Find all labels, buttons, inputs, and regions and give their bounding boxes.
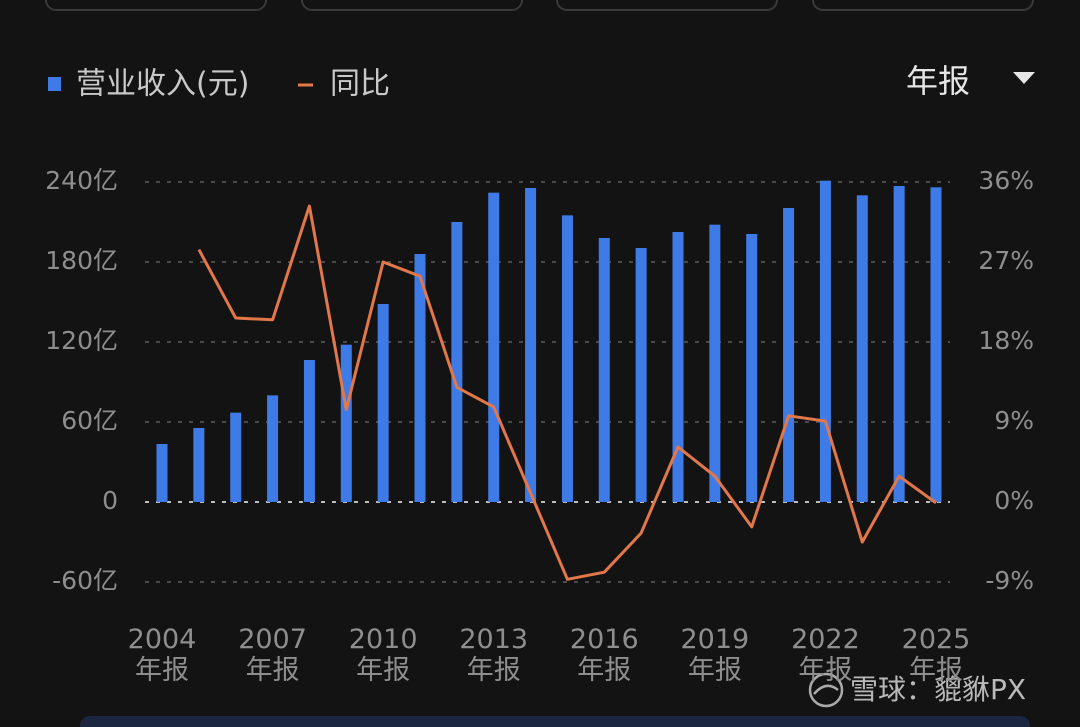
y-tick-label: 240亿 [45,166,118,195]
y-tick-label: -60亿 [52,566,118,595]
y-tick-label: 180亿 [45,246,118,275]
bar [193,428,205,502]
bar [451,222,463,502]
legend-label: 同比 [330,67,390,102]
top-tabs [45,0,1034,11]
bar [746,234,758,502]
x-tick-label: 2022 年报 [791,624,860,686]
x-tick-label: 2010 年报 [348,624,418,686]
bar [414,254,426,502]
bar [672,232,684,502]
y2-tick-label: 36% [978,166,1034,195]
watermark: 雪球：貔貅PX [850,673,1026,706]
tab[interactable] [556,0,778,11]
bar [561,215,573,503]
x-tick-label: 2013 年报 [459,624,529,686]
y-tick-label: 60亿 [61,406,118,435]
dropdown-arrow[interactable] [1013,72,1035,84]
x-tick-label: 2004 年报 [127,624,197,686]
range-slider[interactable] [80,716,1030,727]
bar [488,192,500,502]
x-tick-label: 2016 年报 [569,624,639,686]
legend-label: 营业收入(元) [76,67,249,102]
x-tick-label: 2007 年报 [238,624,307,686]
y-tick-label: 120亿 [45,326,118,355]
bar [783,208,795,502]
bar [340,344,352,502]
bar [377,304,389,502]
bar [893,186,905,502]
y2-tick-label: -9% [985,566,1034,595]
bar [525,188,537,502]
bar [856,195,868,503]
x-tick-label: 2025 年报 [901,624,971,686]
y2-tick-label: 18% [978,326,1034,355]
watermark-logo [808,672,844,708]
bar [819,180,831,502]
tab[interactable] [812,0,1034,11]
legend-swatch [48,77,61,91]
bar [267,395,279,502]
bar [156,444,168,502]
bar [930,187,942,503]
tab[interactable] [301,0,523,11]
tab[interactable] [45,0,267,11]
bar [598,238,610,502]
bar [635,248,647,502]
y2-tick-label: 9% [994,406,1034,435]
y-tick-label: 0 [102,486,118,515]
period-selector[interactable]: 年报 [906,62,970,100]
bar [230,412,242,502]
line [197,204,937,581]
x-tick-label: 2019 年报 [680,624,750,686]
y2-tick-label: 27% [978,246,1034,275]
bar [303,360,315,502]
bar [709,224,721,502]
y2-tick-label: 0% [994,486,1034,515]
